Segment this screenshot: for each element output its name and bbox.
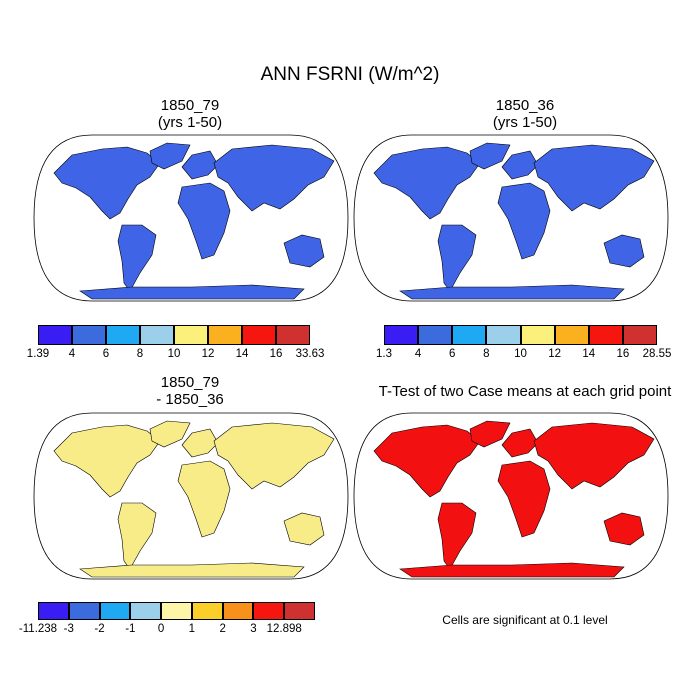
continent-antarctica: [399, 284, 625, 300]
colorbar-label: 3: [250, 623, 257, 635]
colorbar-segment: [486, 325, 521, 345]
colorbar-segment: [38, 602, 69, 620]
panel-3-title: 1850_79 - 1850_36: [40, 374, 340, 408]
panel-3-title-line1: 1850_79: [160, 374, 220, 391]
colorbar-panel-2: 1.3 4 6 8 10 12 14 16 28.55: [376, 325, 671, 360]
colorbar-label: 1: [188, 623, 196, 635]
continent-australia: [603, 512, 645, 546]
colorbar-label: 10: [514, 348, 527, 360]
colorbar-segment: [140, 325, 174, 345]
continent-south-america: [117, 224, 157, 292]
continent-greenland: [469, 420, 511, 448]
colorbar-segment: [222, 602, 254, 620]
significance-note: Cells are significant at 0.1 level: [442, 613, 608, 627]
colorbar-segment: [130, 602, 162, 620]
colorbar-segment: [384, 325, 419, 345]
colorbar-label: 16: [269, 348, 283, 360]
continent-australia: [283, 234, 325, 268]
colorbar-segment: [588, 325, 623, 345]
colorbar-label: 0: [157, 623, 165, 635]
colorbar-segment: [418, 325, 453, 345]
colorbar-label: 1.3: [376, 348, 392, 360]
continent-africa: [497, 182, 551, 260]
continent-asia: [213, 422, 335, 490]
colorbar-label: 2: [219, 623, 226, 635]
continent-asia: [533, 422, 655, 490]
colorbar-label: 6: [102, 348, 110, 360]
colorbar-label: 8: [136, 348, 144, 360]
colorbar-segment: [520, 325, 555, 345]
colorbar-label: -1: [125, 623, 136, 635]
continent-north-america: [373, 146, 481, 220]
map-panel-2: [353, 134, 669, 302]
colorbar-segment: [72, 325, 106, 345]
panel-1-title: 1850_79 (yrs 1-50): [40, 97, 340, 131]
panel-2-title-line1: 1850_36: [495, 97, 555, 114]
map-panel-1: [33, 134, 349, 302]
colorbar-label: 8: [483, 348, 490, 360]
panel-1-title-line2: (yrs 1-50): [157, 114, 223, 131]
colorbar-segment: [38, 325, 72, 345]
colorbar-segment: [622, 325, 657, 345]
colorbar-segment: [161, 602, 192, 620]
colorbar-label: 33.63: [295, 348, 325, 360]
colorbar-segment: [106, 325, 140, 345]
continent-north-america: [53, 424, 161, 498]
continent-africa: [177, 460, 231, 538]
continent-south-america: [437, 224, 477, 292]
colorbar-segment: [284, 602, 315, 620]
colorbar-label: -3: [63, 623, 74, 635]
colorbar-panel-1: 1.39 4 6 8 10 12 14 16 33.63: [27, 325, 324, 360]
colorbar-segment: [253, 602, 285, 620]
map-panel-3: [33, 412, 349, 580]
panel-2-title: 1850_36 (yrs 1-50): [375, 97, 675, 131]
colorbar-label: 4: [414, 348, 422, 360]
colorbar-label: 4: [68, 348, 76, 360]
colorbar-label: 1.39: [26, 348, 50, 360]
panel-2-title-line2: (yrs 1-50): [492, 114, 558, 131]
colorbar-segment: [68, 602, 100, 620]
continent-antarctica: [79, 562, 305, 578]
colorbar-segment: [452, 325, 487, 345]
map-panel-4: [353, 412, 669, 580]
colorbar-label: 14: [582, 348, 596, 360]
colorbar-segment: [208, 325, 242, 345]
colorbar-label: 28.55: [642, 348, 672, 360]
continent-greenland: [149, 420, 191, 448]
colorbar-label: -11.238: [18, 623, 58, 635]
colorbar-label: 12: [201, 348, 215, 360]
colorbar-label: 12: [548, 348, 562, 360]
colorbar-segment: [191, 602, 223, 620]
colorbar-label: 12.898: [266, 623, 302, 635]
colorbar-segment: [276, 325, 310, 345]
colorbar-segment: [99, 602, 131, 620]
continent-south-america: [117, 502, 157, 570]
colorbar-label: -2: [94, 623, 105, 635]
continent-africa: [497, 460, 551, 538]
continent-antarctica: [79, 284, 305, 300]
panel-1-title-line1: 1850_79: [160, 97, 220, 114]
continent-asia: [533, 144, 655, 212]
continent-south-america: [437, 502, 477, 570]
continent-antarctica: [399, 562, 625, 578]
continent-australia: [283, 512, 325, 546]
continent-africa: [177, 182, 231, 260]
continent-greenland: [149, 142, 191, 170]
continent-australia: [603, 234, 645, 268]
continent-north-america: [373, 424, 481, 498]
panel-3-title-line2: - 1850_36: [156, 391, 224, 408]
panel-4-title: T-Test of two Case means at each grid po…: [378, 383, 672, 400]
colorbar-label: 6: [449, 348, 456, 360]
colorbar-segment: [554, 325, 589, 345]
continent-north-america: [53, 146, 161, 220]
colorbar-label: 14: [235, 348, 249, 360]
colorbar-label: 16: [616, 348, 630, 360]
continent-asia: [213, 144, 335, 212]
continent-greenland: [469, 142, 511, 170]
colorbar-segment: [242, 325, 276, 345]
colorbar-segment: [174, 325, 208, 345]
colorbar-panel-3: -11.238 -3 -2 -1 0 1 2 3 12.898: [19, 602, 315, 635]
main-title: ANN FSRNI (W/m^2): [260, 64, 440, 85]
colorbar-label: 10: [167, 348, 181, 360]
